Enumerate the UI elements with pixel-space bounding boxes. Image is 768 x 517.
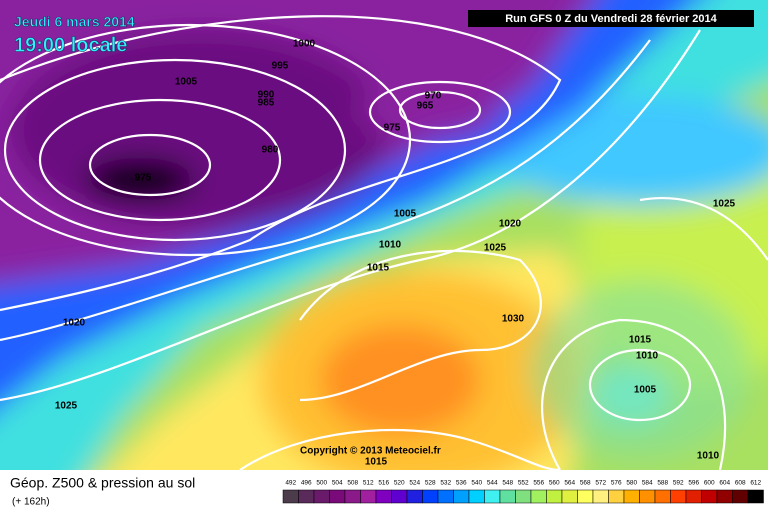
colorbar-cell	[375, 489, 392, 504]
colorbar-cell	[298, 489, 315, 504]
colorbar-cell	[685, 489, 702, 504]
isobar-label: 1015	[367, 263, 390, 274]
colorbar-cell	[654, 489, 671, 504]
colorbar-label: 516	[378, 480, 389, 487]
colorbar-label: 512	[363, 480, 374, 487]
colorbar-label: 584	[642, 480, 653, 487]
colorbar-cell	[484, 489, 501, 504]
forecast-date: Jeudi 6 mars 2014	[14, 14, 135, 30]
isobar-label: 1010	[636, 351, 659, 362]
colorbar-label: 576	[611, 480, 622, 487]
colorbar-cell	[639, 489, 656, 504]
colorbar-cell	[732, 489, 749, 504]
isobar-label: 1025	[55, 401, 78, 412]
isobar-label: 1010	[697, 451, 720, 462]
colorbar-cell	[391, 489, 408, 504]
colorbar-label: 544	[487, 480, 498, 487]
isobar-label: 1025	[713, 199, 736, 210]
isobar-label: 980	[262, 145, 279, 156]
colorbar-cell	[670, 489, 687, 504]
run-info: Run GFS 0 Z du Vendredi 28 février 2014	[505, 13, 717, 25]
colorbar-label: 604	[719, 480, 730, 487]
colorbar-label: 548	[502, 480, 513, 487]
forecast-time: 19:00 locale	[14, 34, 127, 56]
isobar-label: 1015	[629, 335, 652, 346]
colorbar: 492 496 500 504 508 512 516 520 524 528 532 536 540 5…	[282, 480, 764, 504]
lead-time: (+ 162h)	[12, 497, 50, 508]
colorbar-cell	[530, 489, 547, 504]
colorbar-cell	[701, 489, 718, 504]
colorbar-label: 528	[425, 480, 436, 487]
colorbar-label: 596	[688, 480, 699, 487]
isobar-label: 975	[384, 123, 401, 134]
colorbar-label: 508	[347, 480, 358, 487]
colorbar-cell	[561, 489, 578, 504]
isobar-label: 1020	[499, 219, 522, 230]
colorbar-cell	[344, 489, 361, 504]
colorbar-label: 520	[394, 480, 405, 487]
colorbar-cell	[515, 489, 532, 504]
colorbar-label: 532	[440, 480, 451, 487]
colorbar-cell	[406, 489, 423, 504]
copyright: Copyright © 2013 Meteociel.fr	[300, 446, 441, 457]
isobar-label: 1005	[634, 385, 657, 396]
colorbar-cell	[329, 489, 346, 504]
isobar-label: 1010	[379, 240, 402, 251]
isobar-label: 1005	[175, 77, 198, 88]
colorbar-label: 536	[456, 480, 467, 487]
colorbar-cell	[608, 489, 625, 504]
isobar-label: 1030	[502, 314, 525, 325]
colorbar-cell	[499, 489, 516, 504]
colorbar-label: 560	[549, 480, 560, 487]
colorbar-cell	[546, 489, 563, 504]
colorbar-cell	[623, 489, 640, 504]
colorbar-cell	[592, 489, 609, 504]
colorbar-label: 552	[518, 480, 529, 487]
isobar-label: 995	[272, 61, 289, 72]
colorbar-cell	[422, 489, 439, 504]
colorbar-cell	[360, 489, 377, 504]
isobar-label: 1015	[365, 457, 388, 468]
colorbar-label: 572	[595, 480, 606, 487]
colorbar-label: 492	[285, 480, 296, 487]
colorbar-label: 524	[409, 480, 420, 487]
colorbar-label: 556	[533, 480, 544, 487]
isobar-label: 990	[258, 90, 275, 101]
colorbar-label: 496	[301, 480, 312, 487]
colorbar-cell	[453, 489, 470, 504]
legend-title: Géop. Z500 & pression au sol	[10, 475, 195, 491]
isobar-label: 1005	[394, 209, 417, 220]
colorbar-label: 588	[657, 480, 668, 487]
colorbar-label: 568	[580, 480, 591, 487]
colorbar-cell	[437, 489, 454, 504]
colorbar-label: 612	[750, 480, 761, 487]
colorbar-cell	[716, 489, 733, 504]
isobar-label: 975	[135, 173, 152, 184]
isobar-label: 1000	[293, 39, 316, 50]
isobar-label: 985	[258, 98, 275, 109]
colorbar-label: 580	[626, 480, 637, 487]
isobar-label: 1020	[63, 318, 86, 329]
colorbar-label: 592	[673, 480, 684, 487]
colorbar-label: 504	[332, 480, 343, 487]
colorbar-cell	[313, 489, 330, 504]
colorbar-cell	[468, 489, 485, 504]
isobar-label: 1025	[484, 243, 507, 254]
colorbar-label: 600	[704, 480, 715, 487]
isobars	[0, 15, 768, 470]
isobar-label: 970	[425, 91, 442, 102]
colorbar-label: 500	[316, 480, 327, 487]
colorbar-label: 608	[735, 480, 746, 487]
colorbar-cell	[282, 489, 299, 504]
colorbar-label: 564	[564, 480, 575, 487]
run-box	[468, 10, 754, 27]
colorbar-label: 540	[471, 480, 482, 487]
colorbar-cell	[577, 489, 594, 504]
colorbar-cell	[747, 489, 764, 504]
isobar-label: 965	[417, 101, 434, 112]
